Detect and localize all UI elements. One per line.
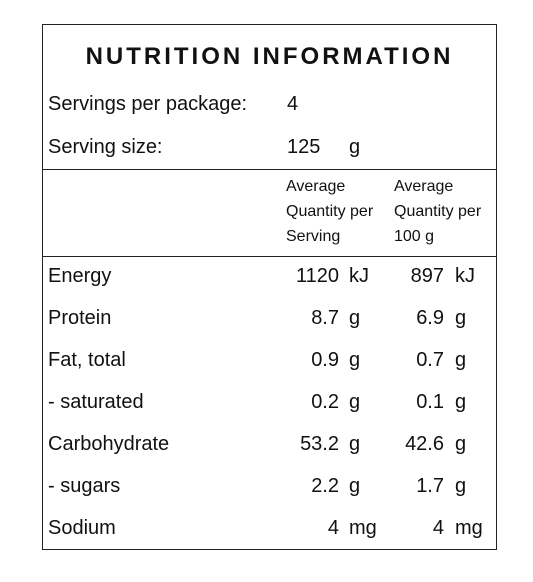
per-100g-value: 4 bbox=[432, 517, 444, 539]
per-serving-value: 53.2 bbox=[300, 433, 339, 455]
per-100g-unit: kJ bbox=[455, 265, 475, 287]
nutrient-name: Sodium bbox=[48, 517, 116, 539]
per-100g-unit: g bbox=[455, 433, 467, 455]
per-100g-unit: g bbox=[455, 475, 467, 497]
column-header: 100 g bbox=[394, 228, 435, 245]
nutrient-name: Carbohydrate bbox=[48, 433, 170, 455]
serving-size-unit: g bbox=[349, 136, 361, 158]
divider bbox=[43, 256, 496, 257]
per-serving-unit: mg bbox=[349, 517, 377, 539]
per-serving-unit: g bbox=[349, 307, 361, 329]
nutrition-panel: NUTRITION INFORMATION Servings per packa… bbox=[42, 24, 497, 550]
per-serving-unit: g bbox=[349, 391, 361, 413]
nutrient-name: Fat, total bbox=[48, 349, 126, 371]
servings-value: 4 bbox=[287, 93, 299, 115]
serving-size-label: Serving size: bbox=[48, 136, 163, 158]
column-header: Average bbox=[394, 178, 454, 195]
nutrient-name: Protein bbox=[48, 307, 112, 329]
servings-label: Servings per package: bbox=[48, 93, 248, 115]
per-serving-unit: g bbox=[349, 433, 361, 455]
per-serving-unit: kJ bbox=[349, 265, 369, 287]
column-header: Quantity per bbox=[286, 203, 374, 220]
nutrient-name: - saturated bbox=[48, 391, 144, 413]
per-serving-value: 2.2 bbox=[311, 475, 339, 497]
nutrient-name: Energy bbox=[48, 265, 112, 287]
per-100g-unit: mg bbox=[455, 517, 483, 539]
column-header: Quantity per bbox=[394, 203, 482, 220]
per-100g-value: 897 bbox=[410, 265, 444, 287]
serving-size-value: 125 bbox=[287, 136, 321, 158]
per-serving-unit: g bbox=[349, 475, 361, 497]
nutrient-name: - sugars bbox=[48, 475, 121, 497]
column-header: Average bbox=[286, 178, 346, 195]
title: NUTRITION INFORMATION bbox=[85, 43, 454, 70]
per-serving-value: 4 bbox=[327, 517, 339, 539]
per-100g-unit: g bbox=[455, 307, 467, 329]
per-100g-unit: g bbox=[455, 391, 467, 413]
per-100g-value: 6.9 bbox=[416, 307, 444, 329]
per-100g-value: 0.1 bbox=[416, 391, 444, 413]
column-header: Serving bbox=[286, 228, 341, 245]
per-serving-unit: g bbox=[349, 349, 361, 371]
per-100g-value: 42.6 bbox=[405, 433, 444, 455]
per-100g-value: 0.7 bbox=[416, 349, 444, 371]
per-100g-value: 1.7 bbox=[416, 475, 444, 497]
divider bbox=[43, 169, 496, 170]
per-serving-value: 0.2 bbox=[311, 391, 339, 413]
per-serving-value: 1120 bbox=[295, 265, 339, 287]
per-serving-value: 0.9 bbox=[311, 349, 339, 371]
per-100g-unit: g bbox=[455, 349, 467, 371]
per-serving-value: 8.7 bbox=[311, 307, 339, 329]
